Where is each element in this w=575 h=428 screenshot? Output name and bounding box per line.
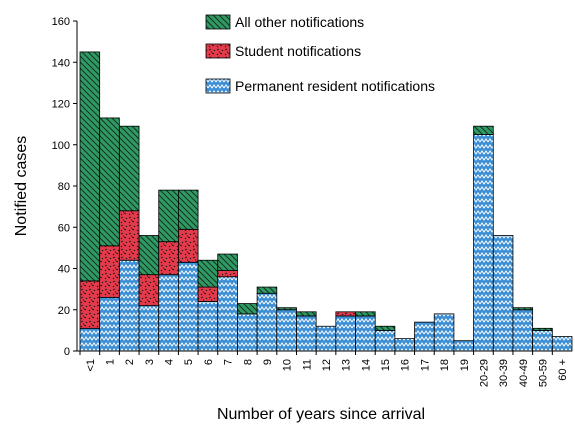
- bar-permanent-2: [118, 259, 140, 352]
- bar-other-15: [374, 325, 396, 331]
- bars-group: [79, 51, 573, 352]
- x-tick-label: 1: [105, 359, 117, 365]
- y-ticks-group: 0 20 40 60 80 100 120 140 160: [52, 16, 77, 358]
- legend-label-other: All other notifications: [235, 14, 364, 30]
- x-tick-label: 18: [439, 359, 451, 371]
- bar-other-0: [79, 51, 101, 282]
- y-tick-label: 40: [58, 264, 70, 276]
- bar-other-11: [296, 311, 317, 317]
- bar-student-3: [138, 274, 160, 307]
- x-tick-label: 40-49: [518, 359, 530, 387]
- bar-permanent-5: [177, 261, 199, 352]
- bar-permanent-1: [99, 296, 120, 352]
- x-tick-label: 15: [380, 359, 392, 371]
- bar-permanent-9: [256, 292, 278, 352]
- y-axis-title: Notified cases: [13, 136, 30, 237]
- x-tick-label: 19: [459, 359, 471, 371]
- legend-swatch-permanent: [205, 78, 231, 94]
- bar-permanent-18: [433, 313, 455, 352]
- bar-other-9: [256, 286, 278, 294]
- x-ticks-group: <1 1 2 3 4 5 6 7 8 9 10 11 12 13 14 15 16 17 18 19 20-29 30-3…: [79, 351, 569, 387]
- y-tick-label: 0: [64, 346, 70, 358]
- bar-student-13: [335, 311, 356, 317]
- bar-permanent-14: [355, 315, 376, 352]
- bar-other-6: [197, 259, 219, 288]
- x-tick-label: 9: [262, 359, 274, 365]
- x-axis-title: Number of years since arrival: [217, 406, 425, 423]
- x-tick-label: 60 +: [557, 359, 569, 381]
- bar-permanent-11: [296, 315, 317, 352]
- bar-permanent-23: [532, 329, 553, 352]
- bar-other-23: [532, 327, 553, 331]
- x-tick-label: 2: [124, 359, 136, 365]
- bar-permanent-8: [237, 313, 258, 352]
- bar-other-4: [158, 189, 179, 243]
- x-tick-label: 30-39: [498, 359, 510, 387]
- bar-other-7: [217, 253, 238, 271]
- legend-label-student: Student notifications: [235, 43, 361, 59]
- bar-permanent-17: [414, 321, 435, 352]
- x-tick-label: 7: [223, 359, 235, 365]
- bar-permanent-20: [473, 134, 494, 352]
- bar-other-5: [177, 189, 199, 230]
- bar-permanent-16: [394, 338, 415, 352]
- legend-swatch-other: [205, 14, 231, 30]
- bar-other-1: [99, 117, 120, 247]
- bar-permanent-0: [79, 327, 101, 352]
- x-tick-label: 11: [301, 359, 313, 370]
- bar-other-8: [237, 303, 258, 315]
- x-tick-label: 50-59: [537, 359, 549, 387]
- bar-permanent-24: [551, 336, 573, 352]
- bar-other-20: [473, 125, 494, 135]
- bar-permanent-22: [512, 309, 534, 352]
- legend-label-permanent: Permanent resident notifications: [235, 78, 435, 94]
- y-tick-label: 100: [52, 140, 70, 152]
- bar-permanent-15: [374, 329, 396, 352]
- x-tick-label: 16: [400, 359, 412, 371]
- bar-student-2: [118, 210, 140, 261]
- x-tick-label: <1: [85, 359, 97, 372]
- bar-student-7: [217, 270, 238, 278]
- x-tick-label: 8: [242, 359, 254, 365]
- bar-permanent-3: [138, 305, 160, 352]
- bar-student-6: [197, 286, 219, 302]
- x-tick-label: 20-29: [478, 359, 490, 387]
- bar-permanent-6: [197, 301, 219, 352]
- x-tick-label: 3: [144, 359, 156, 365]
- bar-student-4: [158, 241, 179, 276]
- bar-other-14: [355, 311, 376, 317]
- bar-other-10: [276, 307, 297, 311]
- y-tick-label: 140: [52, 57, 70, 69]
- bar-student-1: [99, 245, 120, 298]
- y-tick-label: 120: [52, 99, 70, 111]
- bar-permanent-13: [335, 315, 356, 352]
- bar-permanent-21: [492, 235, 514, 352]
- bar-permanent-12: [315, 325, 337, 352]
- y-tick-label: 160: [52, 16, 70, 28]
- bar-permanent-19: [453, 340, 475, 352]
- x-tick-label: 17: [419, 359, 431, 371]
- y-tick-label: 80: [58, 181, 70, 193]
- bar-permanent-4: [158, 274, 179, 352]
- x-tick-label: 5: [183, 359, 195, 365]
- bar-other-22: [512, 307, 534, 311]
- bar-other-2: [118, 125, 140, 212]
- x-tick-label: 10: [282, 359, 294, 371]
- x-tick-label: 4: [164, 359, 176, 365]
- x-tick-label: 6: [203, 359, 215, 365]
- legend-swatch-student: [205, 43, 231, 59]
- x-tick-label: 14: [360, 359, 372, 371]
- x-tick-label: 13: [341, 359, 353, 371]
- y-tick-label: 20: [58, 305, 70, 317]
- bar-permanent-10: [276, 309, 297, 352]
- y-tick-label: 60: [58, 222, 70, 234]
- legend: All other notifications Student notifica…: [205, 14, 435, 94]
- bar-student-5: [177, 228, 199, 263]
- bar-permanent-7: [217, 276, 238, 352]
- bar-student-0: [79, 280, 101, 329]
- x-tick-label: 12: [321, 359, 333, 371]
- bar-other-3: [138, 235, 160, 276]
